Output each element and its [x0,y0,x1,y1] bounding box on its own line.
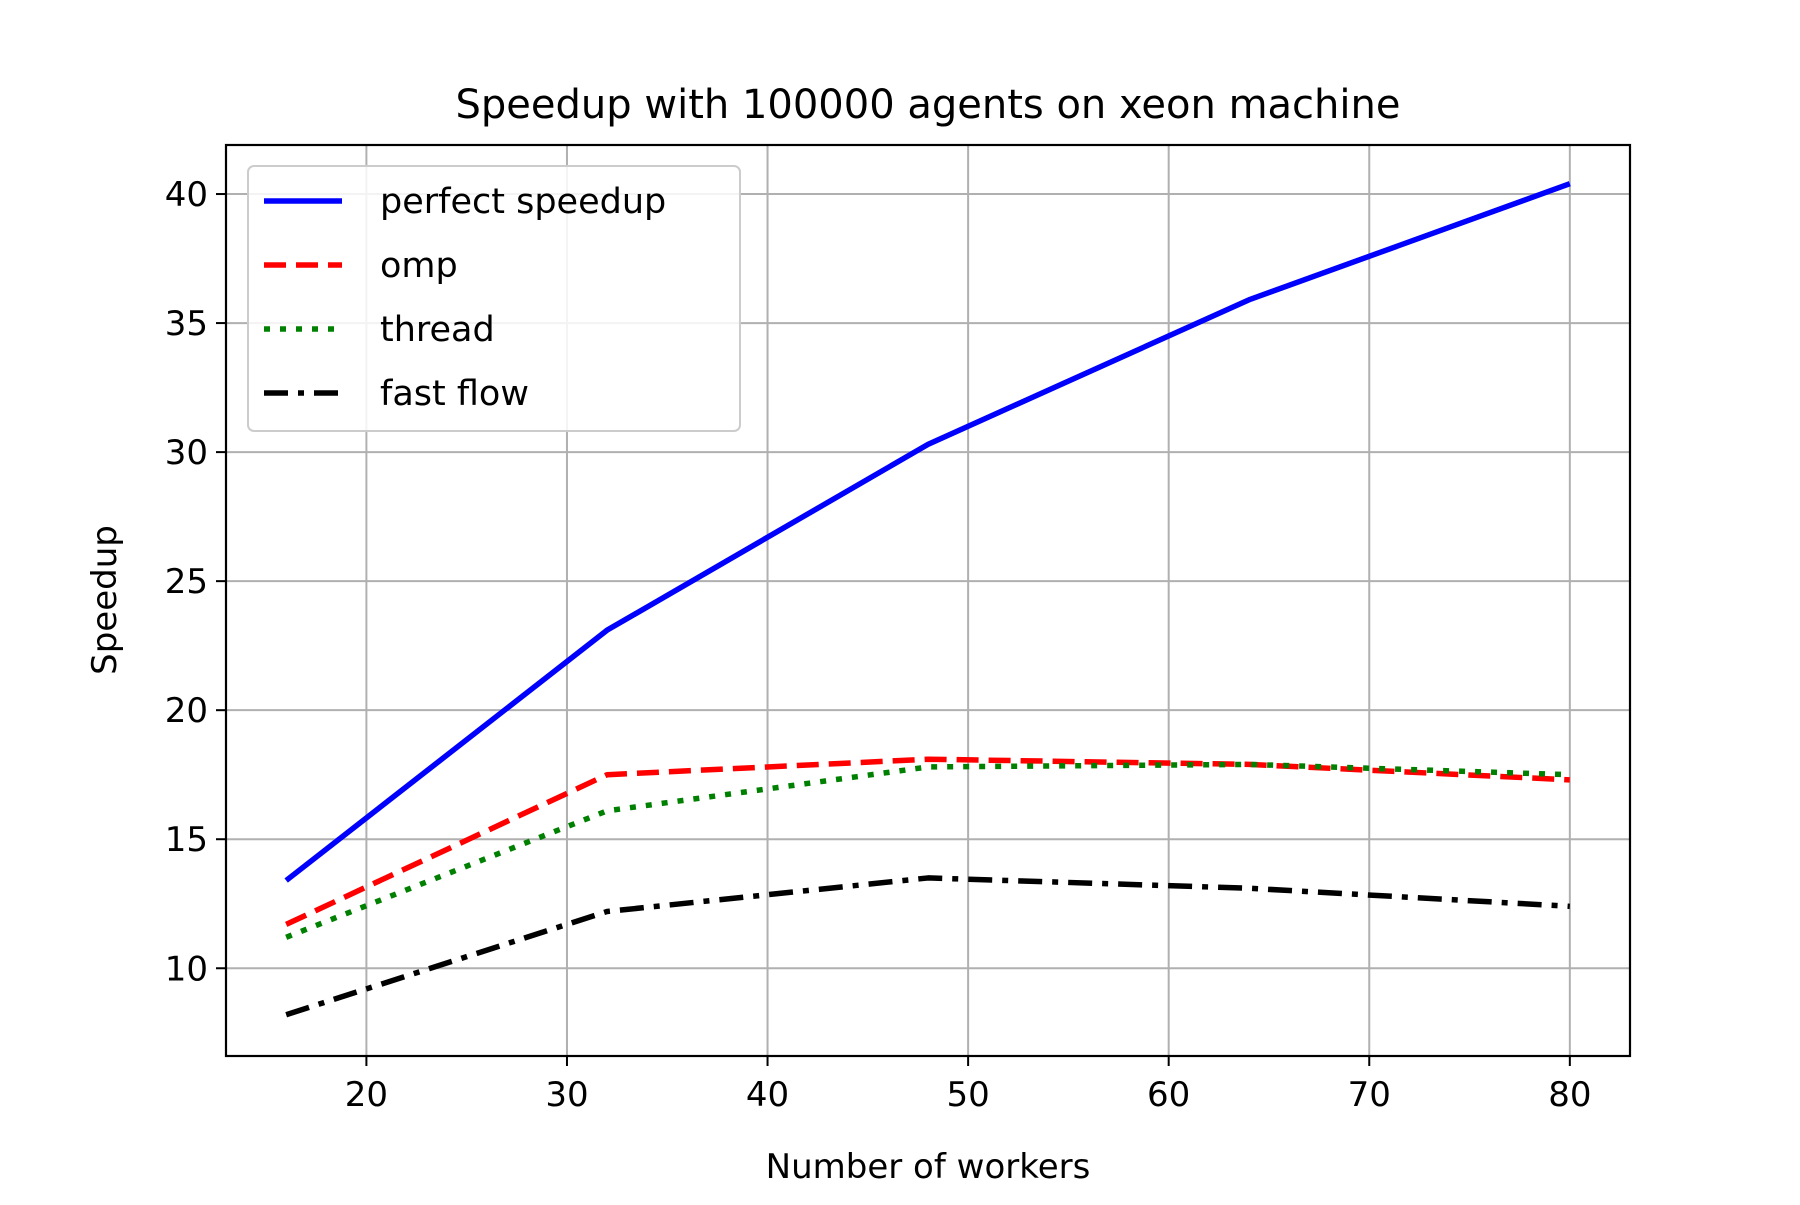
y-tick-label: 30 [165,433,208,473]
plot-frame [224,143,1632,1058]
x-tick-label: 30 [545,1075,588,1115]
series-line-fast-flow [285,875,1570,1018]
axis-ticks: 20 30 40 50 60 70 80 10 15 20 25 30 35 40 [165,175,1592,1115]
legend-label: thread [380,310,495,350]
y-tick-label: 10 [165,949,208,989]
x-axis-label: Number of workers [766,1147,1091,1187]
y-tick-label: 40 [165,175,208,215]
series-line-thread [285,761,1570,940]
series-line-omp [285,756,1570,927]
x-tick-label: 60 [1147,1075,1190,1115]
y-tick-label: 15 [165,820,208,860]
y-tick-label: 35 [165,304,208,344]
legend-label: fast flow [380,374,529,414]
y-tick-label: 20 [165,691,208,731]
chart-title: Speedup with 100000 agents on xeon machi… [456,82,1401,128]
y-tick-label: 25 [165,562,208,602]
x-tick-label: 40 [746,1075,789,1115]
series-line-perfect-speedup [284,181,1571,883]
legend: perfect speedup omp thread fast flow [247,165,741,432]
legend-label: omp [380,246,458,286]
series-lines [284,181,1571,1018]
y-axis-label: Speedup [85,525,125,675]
x-tick-label: 80 [1548,1075,1591,1115]
legend-label: perfect speedup [380,182,666,222]
x-tick-label: 20 [345,1075,388,1115]
x-tick-label: 50 [946,1075,989,1115]
legend-box [247,165,741,432]
x-tick-label: 70 [1348,1075,1391,1115]
